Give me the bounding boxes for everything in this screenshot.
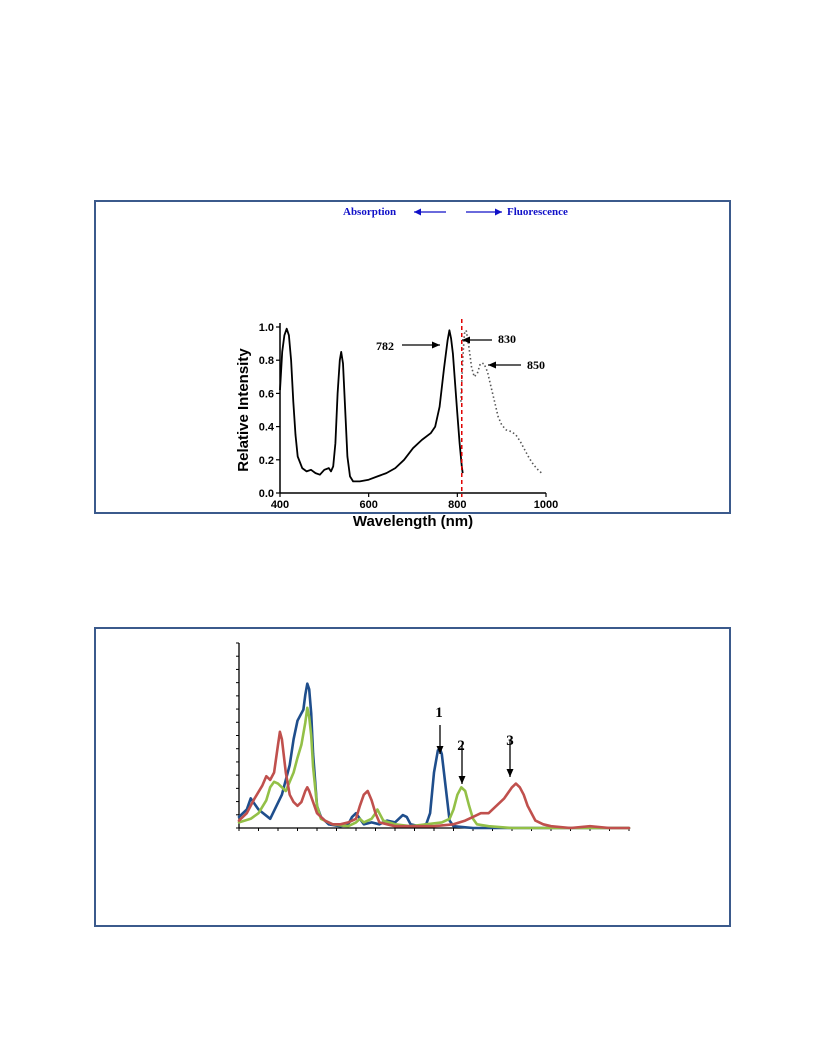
- fluorescence-line: [460, 329, 543, 474]
- peak-arrow-2: [458, 745, 466, 784]
- fluorescence-label: Fluorescence: [507, 206, 568, 218]
- x-tick-label: 800: [448, 499, 466, 511]
- peak-arrow-830: [462, 336, 492, 344]
- peak-arrow-850-head: [488, 361, 496, 369]
- y-tick-label: 0.8: [259, 355, 274, 367]
- peak-arrow-850: [488, 361, 521, 369]
- fluorescence-arrow-head: [495, 208, 502, 216]
- peak-arrow-830-head: [462, 336, 470, 344]
- peak-arrow-782-head: [432, 341, 440, 349]
- peak-arrow-782: [402, 341, 440, 349]
- y-axis-title: Relative Intensity: [235, 348, 252, 472]
- absorption-label: Absorption: [343, 206, 396, 218]
- peak-arrow-1: [436, 725, 444, 754]
- peak-number-1: 1: [435, 705, 443, 721]
- series-3-line: [237, 730, 631, 830]
- y-tick-label: 0.6: [259, 388, 274, 400]
- peak-arrow-2-head: [458, 776, 466, 784]
- peak-number-2: 2: [457, 738, 465, 754]
- y-tick-label: 0.4: [259, 422, 275, 434]
- peak-arrow-3: [506, 740, 514, 777]
- fluorescence-arrow: [466, 208, 502, 216]
- series-2-line: [237, 706, 631, 830]
- absorption-arrow: [414, 208, 446, 216]
- peak-label-830: 830: [498, 332, 516, 346]
- peak-label-850: 850: [527, 358, 545, 372]
- x-tick-label: 400: [271, 499, 289, 511]
- x-axis-title: Wavelength (nm): [353, 513, 473, 530]
- y-tick-label: 0.0: [259, 488, 274, 500]
- absorption-arrow-head: [414, 208, 421, 216]
- peak-label-782: 782: [376, 339, 394, 353]
- x-tick-label: 600: [359, 499, 377, 511]
- y-tick-label: 1.0: [259, 322, 274, 334]
- spectrum-panel: 0.0 0.2 0.4 0.6 0.8 1.0 400 600 800 1000 Wavelengt…: [94, 200, 731, 530]
- y-tick-label: 0.2: [259, 455, 274, 467]
- spectrum-chart: 0.0 0.2 0.4 0.6 0.8 1.0 400 600 800 1000 Wavelengt…: [235, 206, 568, 530]
- peak-arrow-1-head: [436, 746, 444, 754]
- x-tick-label: 1000: [534, 499, 558, 511]
- peak-arrow-3-head: [506, 769, 514, 777]
- multi-spectrum-panel: 123: [94, 627, 731, 927]
- absorption-line: [279, 327, 464, 483]
- multi-spectrum-chart: 123: [236, 642, 631, 831]
